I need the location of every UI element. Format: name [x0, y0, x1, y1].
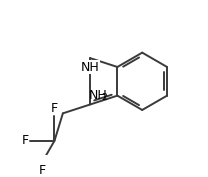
Text: NH: NH: [81, 61, 99, 74]
Text: 2: 2: [101, 93, 107, 102]
Text: F: F: [51, 102, 58, 115]
Text: NH: NH: [89, 90, 108, 102]
Text: F: F: [39, 164, 46, 177]
Text: F: F: [21, 134, 28, 147]
